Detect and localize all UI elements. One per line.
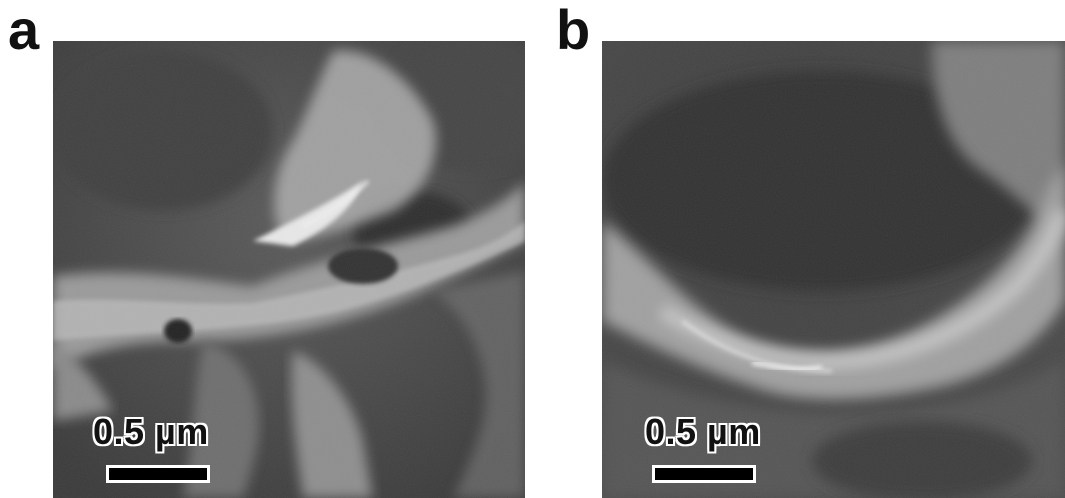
scale-bar-b xyxy=(652,465,756,483)
scale-bar-a xyxy=(106,465,210,483)
sem-micrograph-b xyxy=(602,41,1065,498)
sem-micrograph-a xyxy=(53,41,525,498)
sem-image-b: 0.5 µm xyxy=(602,41,1065,498)
panel-label-a: a xyxy=(8,0,40,61)
scale-bar-label-a: 0.5 µm xyxy=(93,411,209,452)
sem-image-a: 0.5 µm xyxy=(53,41,525,498)
panel-label-b: b xyxy=(556,0,591,61)
scale-bar-label-b: 0.5 µm xyxy=(645,411,761,452)
